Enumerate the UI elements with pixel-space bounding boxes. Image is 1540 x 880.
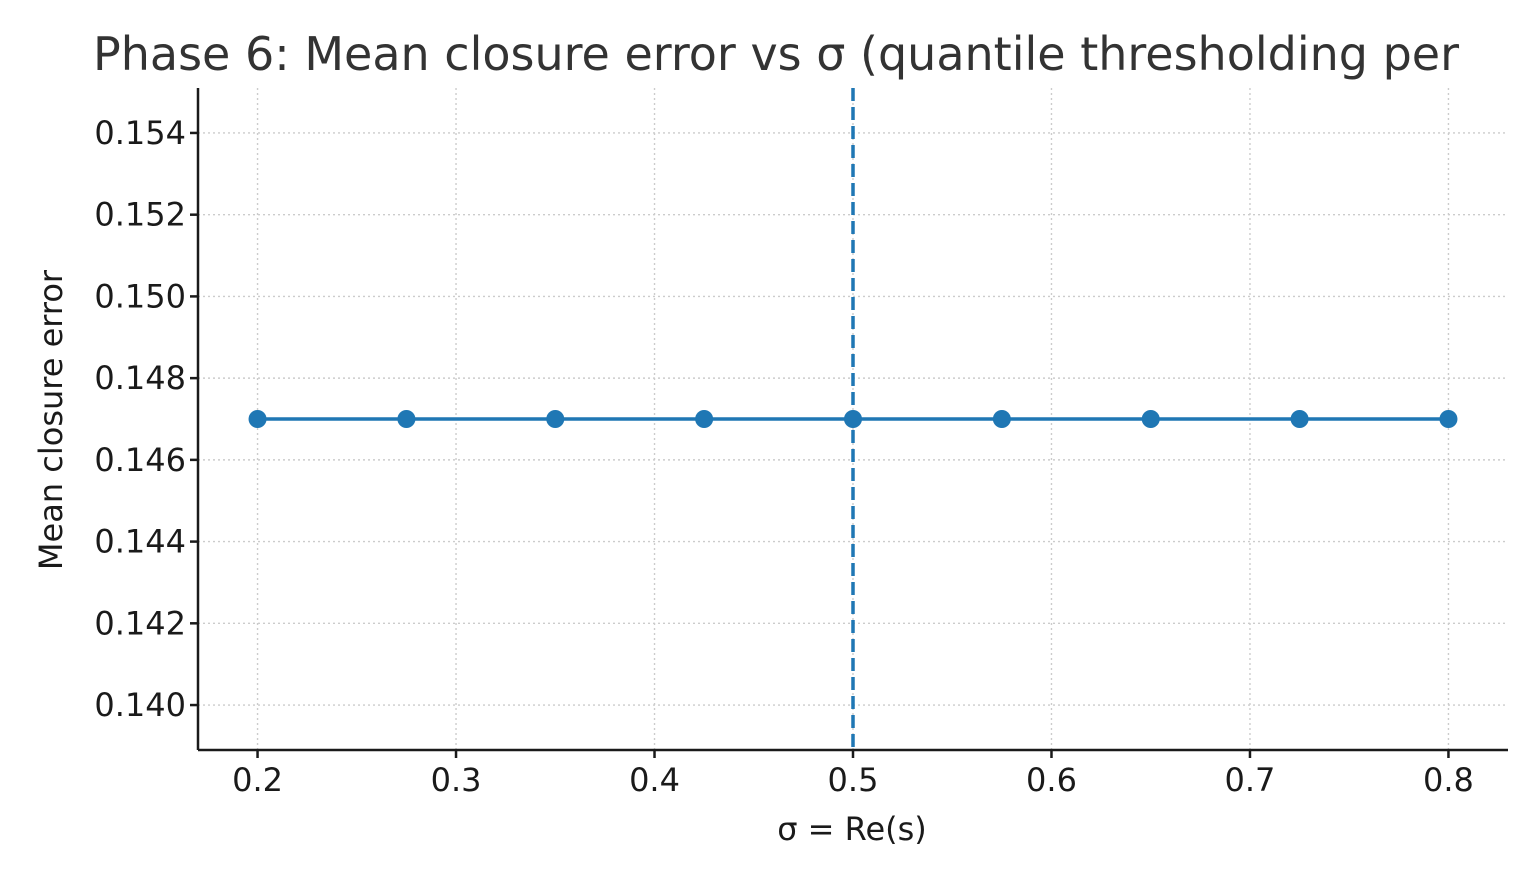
- data-point: [546, 410, 565, 428]
- y-tick-label: 0.142: [94, 604, 186, 642]
- y-tick-label: 0.146: [94, 441, 186, 479]
- x-tick-label: 0.3: [431, 761, 482, 799]
- data-point: [1439, 410, 1458, 428]
- data-point: [248, 410, 267, 428]
- chart-title: Phase 6: Mean closure error vs σ (quanti…: [93, 27, 1459, 81]
- x-tick-label: 0.6: [1026, 761, 1077, 799]
- x-tick-label: 0.2: [232, 761, 283, 799]
- y-tick-label: 0.152: [94, 196, 186, 234]
- tick-labels: 0.2 0.3 0.4 0.5 0.6 0.7 0.8 0.140 0.142 0.144 0.14…: [94, 114, 1474, 799]
- y-tick-label: 0.144: [94, 523, 186, 561]
- y-axis-label: Mean closure error: [32, 269, 70, 570]
- x-tick-label: 0.7: [1225, 761, 1276, 799]
- x-tick-label: 0.8: [1423, 761, 1474, 799]
- y-tick-label: 0.150: [94, 277, 186, 315]
- series-group: [248, 410, 1458, 428]
- data-point: [992, 410, 1011, 428]
- y-tick-label: 0.154: [94, 114, 186, 152]
- data-point: [844, 410, 862, 428]
- x-axis-label: σ = Re(s): [777, 810, 927, 848]
- data-point: [695, 410, 714, 428]
- data-point: [397, 410, 416, 428]
- x-tick-label: 0.5: [828, 761, 879, 799]
- x-tick-label: 0.4: [629, 761, 680, 799]
- data-point: [1141, 410, 1160, 428]
- data-point: [1290, 410, 1309, 428]
- y-tick-label: 0.148: [94, 359, 186, 397]
- y-tick-label: 0.140: [94, 686, 186, 724]
